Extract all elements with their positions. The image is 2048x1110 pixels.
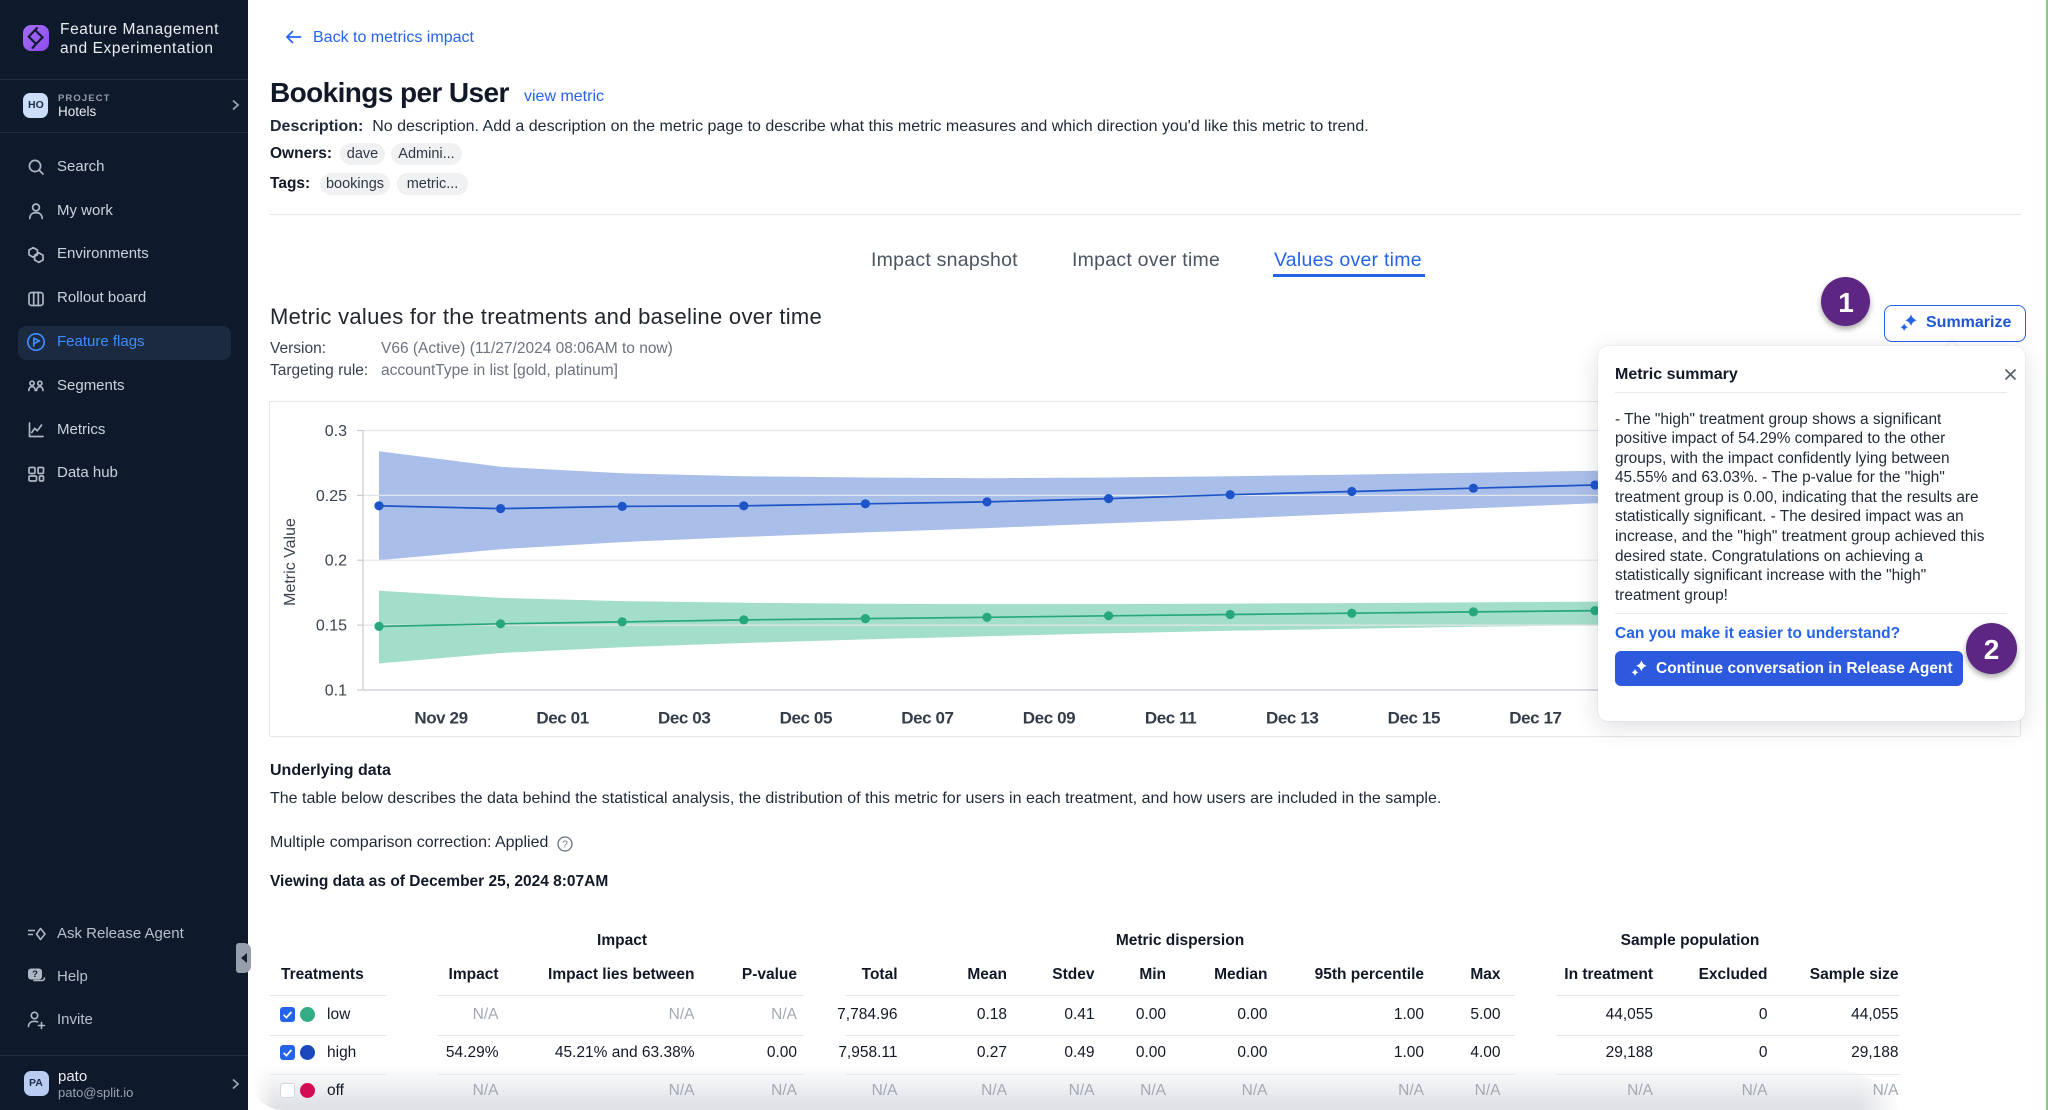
svg-text:Dec 07: Dec 07	[901, 709, 953, 728]
svg-text:?: ?	[562, 839, 568, 850]
svg-text:?: ?	[32, 969, 38, 980]
svg-text:0.2: 0.2	[325, 553, 347, 570]
svg-text:Nov 29: Nov 29	[414, 709, 467, 728]
svg-text:0.15: 0.15	[316, 618, 347, 635]
svg-text:Dec 15: Dec 15	[1388, 709, 1440, 728]
svg-text:Dec 13: Dec 13	[1266, 709, 1318, 728]
svg-text:Dec 03: Dec 03	[658, 709, 710, 728]
svg-text:Dec 11: Dec 11	[1145, 709, 1196, 728]
svg-text:Dec 09: Dec 09	[1023, 709, 1075, 728]
svg-text:Dec 17: Dec 17	[1509, 709, 1561, 728]
svg-text:0.1: 0.1	[325, 683, 347, 700]
svg-text:Metric Value: Metric Value	[282, 518, 299, 606]
svg-text:Dec 01: Dec 01	[536, 709, 588, 728]
svg-text:0.25: 0.25	[316, 488, 347, 505]
svg-text:Dec 05: Dec 05	[780, 709, 832, 728]
svg-text:0.3: 0.3	[325, 423, 347, 440]
